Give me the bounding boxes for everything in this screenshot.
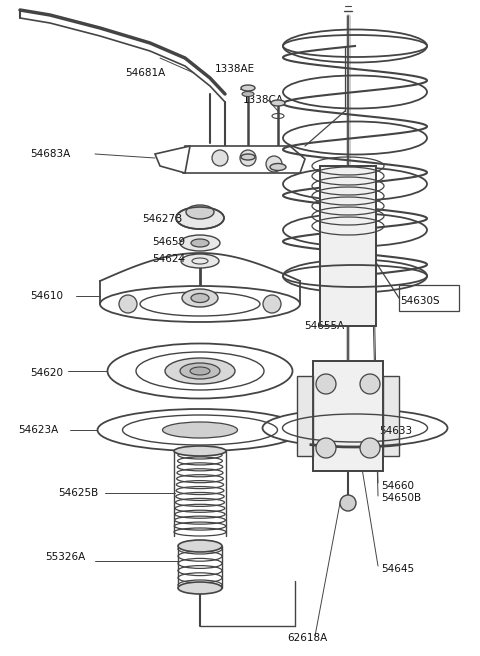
- Ellipse shape: [176, 207, 224, 229]
- Text: 54620: 54620: [30, 368, 63, 378]
- Circle shape: [316, 374, 336, 394]
- Text: 54610: 54610: [30, 291, 63, 301]
- Text: 54625B: 54625B: [58, 488, 98, 498]
- Text: 54630S: 54630S: [400, 296, 440, 306]
- Circle shape: [212, 150, 228, 166]
- Ellipse shape: [271, 100, 285, 106]
- Ellipse shape: [180, 363, 220, 379]
- Circle shape: [360, 438, 380, 458]
- Ellipse shape: [165, 358, 235, 384]
- Text: 1338CA: 1338CA: [243, 95, 284, 105]
- Circle shape: [240, 150, 256, 166]
- Bar: [399, 285, 459, 311]
- Ellipse shape: [263, 409, 447, 447]
- Circle shape: [360, 374, 380, 394]
- Bar: [313, 361, 383, 471]
- Bar: [297, 376, 313, 456]
- Text: 55326A: 55326A: [45, 552, 85, 562]
- Ellipse shape: [163, 422, 238, 438]
- Text: 54681A: 54681A: [125, 68, 165, 78]
- Ellipse shape: [182, 289, 218, 307]
- Bar: [383, 376, 399, 456]
- Ellipse shape: [191, 239, 209, 247]
- Bar: [320, 166, 376, 326]
- Ellipse shape: [174, 446, 226, 456]
- Circle shape: [263, 295, 281, 313]
- Text: 62618A: 62618A: [287, 633, 327, 643]
- Text: 54623A: 54623A: [18, 425, 58, 435]
- Text: 54660: 54660: [381, 481, 414, 491]
- Ellipse shape: [181, 254, 219, 268]
- Ellipse shape: [178, 540, 222, 552]
- Text: 54683A: 54683A: [30, 149, 70, 159]
- Text: 54624: 54624: [152, 254, 185, 264]
- Ellipse shape: [178, 582, 222, 594]
- Polygon shape: [155, 146, 190, 173]
- Ellipse shape: [191, 293, 209, 302]
- Circle shape: [340, 495, 356, 511]
- Text: 1338AE: 1338AE: [215, 64, 255, 74]
- Circle shape: [119, 295, 137, 313]
- Ellipse shape: [242, 91, 254, 96]
- Text: 54659: 54659: [152, 237, 185, 247]
- Ellipse shape: [190, 367, 210, 375]
- Ellipse shape: [100, 286, 300, 322]
- Text: 54633: 54633: [379, 426, 412, 436]
- Circle shape: [266, 156, 282, 172]
- Ellipse shape: [108, 344, 292, 398]
- Bar: [320, 166, 376, 326]
- Text: 54645: 54645: [381, 564, 414, 574]
- Polygon shape: [183, 146, 305, 173]
- Ellipse shape: [97, 409, 302, 451]
- Circle shape: [316, 438, 336, 458]
- Bar: [313, 361, 383, 471]
- Text: 54627B: 54627B: [142, 214, 182, 224]
- Ellipse shape: [186, 205, 214, 219]
- Ellipse shape: [241, 85, 255, 91]
- Ellipse shape: [241, 154, 255, 160]
- Text: 54650B: 54650B: [381, 493, 421, 503]
- Ellipse shape: [180, 235, 220, 251]
- Text: 54655A: 54655A: [304, 321, 344, 331]
- Ellipse shape: [270, 163, 286, 171]
